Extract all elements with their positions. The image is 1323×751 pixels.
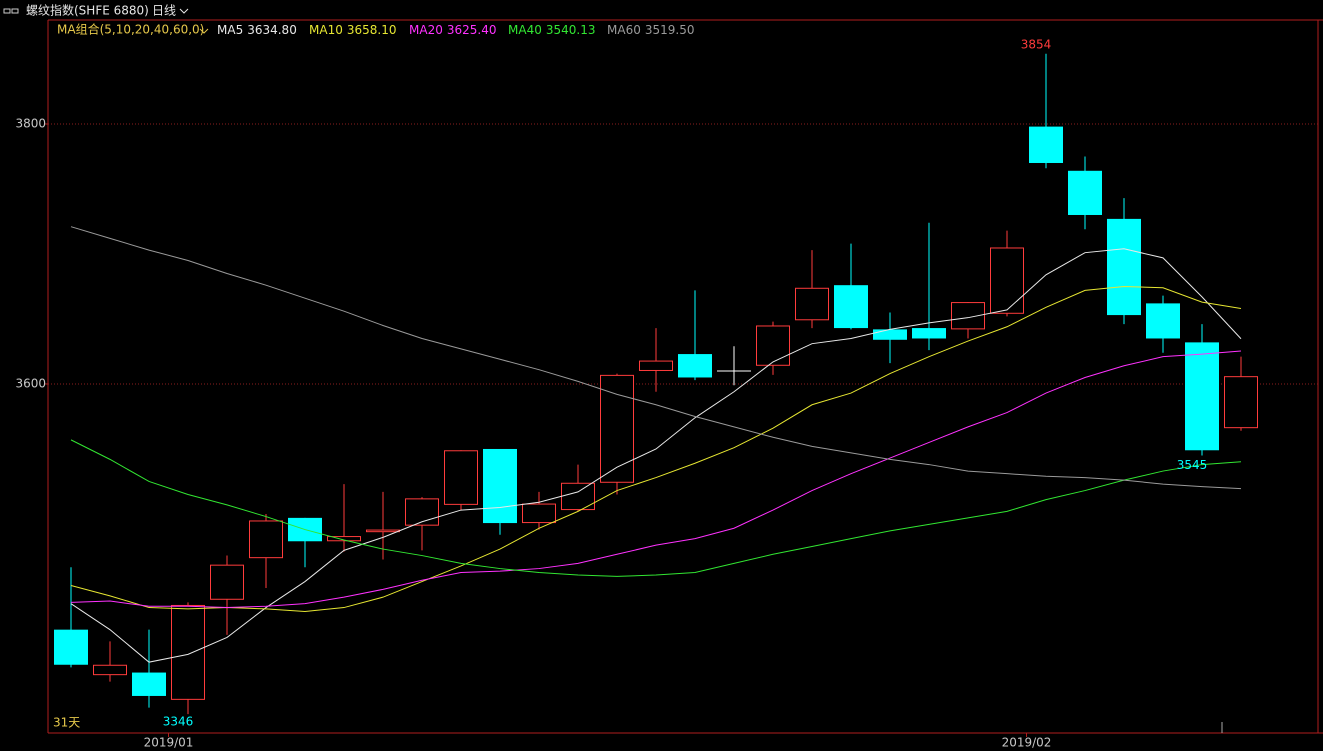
ma-line bbox=[70, 439, 1242, 577]
candle-body bbox=[522, 503, 556, 524]
candle-body bbox=[639, 360, 673, 371]
legend-value: 3625.40 bbox=[447, 23, 497, 37]
candle-body bbox=[327, 536, 361, 542]
candle-body bbox=[483, 448, 517, 524]
legend-entry: MA60 3519.50 bbox=[607, 23, 694, 37]
candle-body bbox=[1146, 303, 1180, 339]
legend-name: MA10 bbox=[309, 23, 343, 37]
candle-body bbox=[873, 329, 907, 340]
candle-body bbox=[171, 604, 205, 700]
high-label: 3854 bbox=[1021, 37, 1052, 51]
candle-body bbox=[405, 498, 439, 526]
legend-value: 3634.80 bbox=[247, 23, 297, 37]
count-label: 31天 bbox=[53, 716, 80, 730]
ma-line bbox=[70, 226, 1242, 490]
ma-chevron[interactable] bbox=[199, 28, 209, 34]
candle-body bbox=[1107, 218, 1141, 316]
icon-part bbox=[3, 8, 11, 14]
x-tick-label: 2019/01 bbox=[144, 736, 194, 750]
period-selector[interactable]: 日线 bbox=[152, 4, 176, 18]
candle-body bbox=[249, 520, 283, 559]
header-icon[interactable] bbox=[3, 8, 19, 14]
legend-entry: MA10 3658.10 bbox=[309, 23, 396, 37]
candle-body bbox=[912, 328, 946, 339]
ma-group-selector[interactable]: MA组合(5,10,20,40,60,0) bbox=[57, 22, 204, 37]
y-tick-label: 3600 bbox=[15, 376, 46, 390]
candle-body bbox=[795, 287, 829, 321]
candle-body bbox=[1029, 126, 1063, 163]
candle-body bbox=[210, 564, 244, 600]
low-label: 3545 bbox=[1177, 458, 1208, 472]
legend-entry: MA5 3634.80 bbox=[217, 23, 297, 37]
legend-entry: MA20 3625.40 bbox=[409, 23, 496, 37]
icon-part bbox=[11, 8, 19, 14]
legend-value: 3540.13 bbox=[546, 23, 596, 37]
legend-name: MA5 bbox=[217, 23, 243, 37]
candle-body bbox=[678, 354, 712, 378]
candle-body bbox=[1068, 170, 1102, 215]
y-tick-label: 3800 bbox=[15, 116, 46, 130]
candle-body bbox=[54, 629, 88, 665]
ma-line bbox=[70, 248, 1242, 663]
legend-name: MA40 bbox=[508, 23, 542, 37]
candle-body bbox=[1224, 376, 1258, 429]
period-chevron[interactable] bbox=[179, 8, 189, 14]
legend-name: MA60 bbox=[607, 23, 641, 37]
legend-value: 3519.50 bbox=[645, 23, 695, 37]
candle-body bbox=[834, 285, 868, 329]
ma-line bbox=[70, 285, 1242, 612]
legend-name: MA20 bbox=[409, 23, 443, 37]
candle-body bbox=[990, 247, 1024, 314]
ma-line bbox=[70, 350, 1242, 609]
candle-body bbox=[444, 450, 478, 505]
candle-body bbox=[132, 672, 166, 696]
x-tick-label: 2019/02 bbox=[1002, 736, 1052, 750]
candle-body bbox=[366, 529, 400, 533]
candle-body bbox=[756, 325, 790, 366]
chart-title: 螺纹指数(SHFE 6880) bbox=[26, 3, 149, 18]
candle-body bbox=[600, 374, 634, 483]
legend-value: 3658.10 bbox=[347, 23, 397, 37]
low-label: 3346 bbox=[163, 715, 194, 729]
legend-entry: MA40 3540.13 bbox=[508, 23, 595, 37]
candle-body bbox=[93, 664, 127, 676]
candle-body bbox=[1185, 342, 1219, 451]
